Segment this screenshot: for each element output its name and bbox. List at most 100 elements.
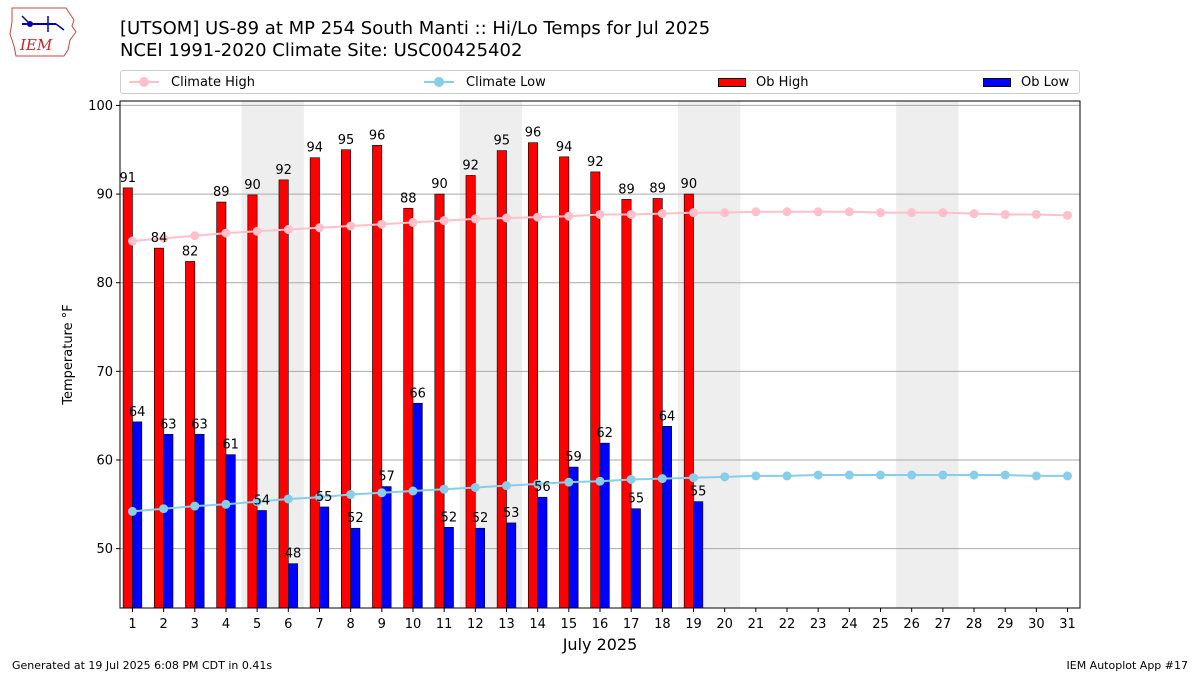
climate-low-point bbox=[408, 486, 418, 496]
ob-high-bar bbox=[590, 171, 601, 609]
legend-climate-low-label: Climate Low bbox=[466, 74, 546, 90]
ob-low-bar bbox=[225, 454, 236, 609]
ob-low-label: 52 bbox=[472, 511, 489, 526]
ob-high-bar bbox=[652, 198, 663, 609]
climate-low-point bbox=[377, 488, 387, 498]
climate-low-point bbox=[470, 482, 480, 492]
ob-low-label: 52 bbox=[441, 510, 458, 525]
ob-low-bar bbox=[537, 496, 548, 609]
ob-high-label: 90 bbox=[681, 177, 698, 192]
ob-low-bar bbox=[288, 563, 298, 609]
ob-low-label: 64 bbox=[129, 405, 146, 420]
ob-low-label: 59 bbox=[565, 450, 582, 465]
climate-high-point bbox=[626, 209, 636, 219]
x-tick-label: 28 bbox=[966, 617, 983, 632]
climate-high-point bbox=[127, 236, 137, 246]
ob-high-bar bbox=[278, 179, 289, 609]
x-tick-label: 9 bbox=[378, 617, 386, 632]
climate-low-point bbox=[252, 497, 262, 507]
climate-high-point bbox=[689, 208, 699, 218]
ob-high-bar bbox=[621, 199, 632, 609]
x-tick-label: 16 bbox=[592, 617, 609, 632]
ob-high-label: 95 bbox=[338, 133, 355, 148]
legend-climate-high-swatch bbox=[129, 77, 159, 87]
ob-low-bar bbox=[163, 433, 174, 609]
ob-low-label: 62 bbox=[596, 426, 613, 441]
ob-low-bar bbox=[693, 501, 704, 609]
ob-low-label: 54 bbox=[254, 494, 271, 509]
ob-low-bar bbox=[256, 510, 267, 609]
x-tick-label: 15 bbox=[561, 617, 578, 632]
x-tick-label: 2 bbox=[159, 617, 167, 632]
climate-high-point bbox=[564, 211, 574, 221]
ob-high-bar bbox=[216, 201, 227, 609]
y-tick-label: 100 bbox=[88, 99, 113, 114]
ob-high-label: 91 bbox=[120, 171, 137, 186]
ob-low-bar bbox=[194, 433, 205, 609]
climate-high-point bbox=[439, 216, 449, 226]
climate-low-point bbox=[813, 470, 823, 480]
climate-low-point bbox=[626, 474, 636, 484]
x-tick-label: 30 bbox=[1028, 617, 1045, 632]
ob-low-label: 52 bbox=[347, 511, 364, 526]
ob-high-bar bbox=[372, 145, 383, 609]
climate-low-point bbox=[595, 476, 605, 486]
legend-ob-high: Ob High bbox=[718, 71, 809, 93]
ob-high-label: 94 bbox=[556, 140, 573, 155]
x-tick-label: 27 bbox=[935, 617, 952, 632]
ob-high-label: 90 bbox=[431, 177, 448, 192]
ob-low-bar bbox=[475, 527, 485, 609]
climate-high-point bbox=[813, 207, 823, 217]
climate-low-point bbox=[346, 490, 356, 500]
x-tick-label: 23 bbox=[810, 617, 827, 632]
climate-low-point bbox=[501, 481, 511, 491]
ob-low-bar bbox=[662, 425, 672, 609]
climate-low-point bbox=[751, 471, 761, 481]
climate-low-point bbox=[876, 470, 886, 480]
x-tick-label: 17 bbox=[623, 617, 640, 632]
chart-subtitle: NCEI 1991-2020 Climate Site: USC00425402 bbox=[120, 40, 523, 61]
climate-high-point bbox=[346, 221, 356, 231]
x-tick-label: 13 bbox=[498, 617, 515, 632]
climate-low-point bbox=[969, 470, 979, 480]
climate-low-point bbox=[159, 504, 169, 514]
climate-low-point bbox=[938, 470, 948, 480]
x-tick-label: 18 bbox=[654, 617, 671, 632]
x-tick-label: 8 bbox=[347, 617, 355, 632]
climate-low-point bbox=[844, 470, 854, 480]
x-tick-label: 19 bbox=[685, 617, 702, 632]
chart-title: [UTSOM] US-89 at MP 254 South Manti :: H… bbox=[120, 18, 711, 39]
climate-high-point bbox=[314, 223, 324, 233]
ob-high-label: 88 bbox=[400, 191, 417, 206]
climate-high-point bbox=[657, 209, 667, 219]
ob-high-label: 92 bbox=[275, 163, 292, 178]
x-tick-label: 7 bbox=[315, 617, 323, 632]
climate-high-point bbox=[782, 207, 792, 217]
x-tick-label: 21 bbox=[748, 617, 765, 632]
climate-low-point bbox=[720, 472, 730, 482]
footer-generated: Generated at 19 Jul 2025 6:08 PM CDT in … bbox=[12, 659, 273, 672]
ob-low-label: 66 bbox=[409, 386, 426, 401]
x-tick-label: 5 bbox=[253, 617, 261, 632]
climate-high-point bbox=[283, 225, 293, 235]
ob-high-label: 89 bbox=[213, 185, 230, 200]
climate-low-point bbox=[657, 474, 667, 484]
climate-high-point bbox=[470, 214, 480, 224]
legend-climate-low: Climate Low bbox=[424, 71, 546, 93]
ob-high-label: 96 bbox=[525, 126, 542, 141]
x-tick-label: 25 bbox=[872, 617, 889, 632]
climate-high-point bbox=[938, 208, 948, 218]
climate-low-point bbox=[782, 471, 792, 481]
x-tick-label: 4 bbox=[222, 617, 230, 632]
climate-high-point bbox=[221, 228, 231, 238]
climate-low-point bbox=[190, 501, 200, 511]
ob-low-label: 56 bbox=[534, 480, 551, 495]
legend-climate-high-label: Climate High bbox=[171, 74, 256, 90]
ob-high-label: 82 bbox=[182, 244, 199, 259]
y-tick-label: 80 bbox=[96, 276, 113, 291]
ob-low-label: 57 bbox=[378, 470, 395, 485]
x-tick-label: 24 bbox=[841, 617, 858, 632]
climate-low-point bbox=[221, 499, 231, 509]
ob-high-bar bbox=[403, 207, 414, 609]
